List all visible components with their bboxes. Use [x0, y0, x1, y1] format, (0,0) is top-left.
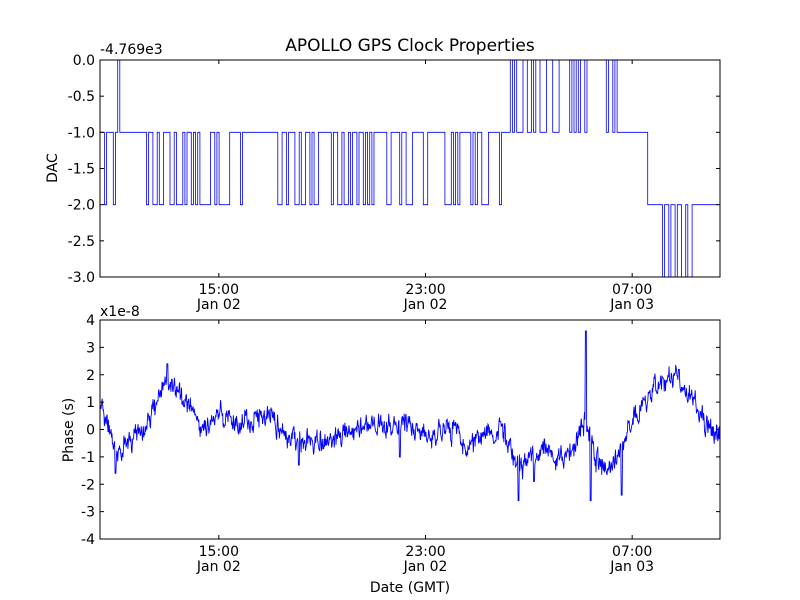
- y-tick-label: 0: [86, 423, 95, 439]
- y-tick-label: -0.5: [68, 89, 95, 105]
- x-tick-time-label: 07:00: [612, 282, 652, 298]
- x-tick-time-label: 23:00: [405, 282, 445, 298]
- y-tick-label: -2.0: [68, 198, 95, 214]
- phase-series-line: [100, 330, 720, 502]
- phase-plot-area: [100, 330, 720, 502]
- y-tick-label: 3: [86, 340, 95, 356]
- dac-panel: -4.769e3 DAC 0.0 -0.5 -1.0 -1.5 -2.0 -2.5 -3.0…: [45, 42, 721, 313]
- x-tick-date-label: Jan 02: [403, 297, 448, 313]
- y-tick-label: 1: [86, 395, 95, 411]
- y-tick-label: -2.5: [68, 234, 95, 250]
- y-tick-label: -4: [81, 532, 95, 548]
- x-tick-time-label: 07:00: [612, 544, 652, 560]
- phase-offset-label: x1e-8: [100, 304, 140, 320]
- chart-title: APOLLO GPS Clock Properties: [285, 36, 535, 56]
- y-tick-label: -2: [81, 477, 95, 493]
- x-tick-date-label: Jan 02: [196, 297, 241, 313]
- y-tick-label: -3: [81, 505, 95, 521]
- x-tick-time-label: 15:00: [199, 544, 239, 560]
- dac-plot-area: [100, 60, 720, 277]
- x-tick-time-label: 15:00: [199, 282, 239, 298]
- dac-series-line: [100, 60, 720, 277]
- y-tick-label: 0.0: [73, 53, 95, 69]
- y-tick-label: -1: [81, 450, 95, 466]
- y-tick-label: -3.0: [68, 270, 95, 286]
- y-tick-label: 2: [86, 368, 95, 384]
- y-tick-label: 4: [86, 313, 95, 329]
- y-tick-label: -1.5: [68, 162, 95, 178]
- x-axis-label: Date (GMT): [370, 580, 450, 596]
- x-tick-date-label: Jan 03: [609, 559, 654, 575]
- x-tick-date-label: Jan 02: [403, 559, 448, 575]
- dac-y-axis-label: DAC: [45, 153, 61, 183]
- x-tick-date-label: Jan 02: [196, 559, 241, 575]
- x-tick-time-label: 23:00: [405, 544, 445, 560]
- x-tick-date-label: Jan 03: [609, 297, 654, 313]
- y-tick-label: -1.0: [68, 125, 95, 141]
- phase-y-axis-label: Phase (s): [61, 398, 77, 462]
- dac-offset-label: -4.769e3: [100, 42, 163, 58]
